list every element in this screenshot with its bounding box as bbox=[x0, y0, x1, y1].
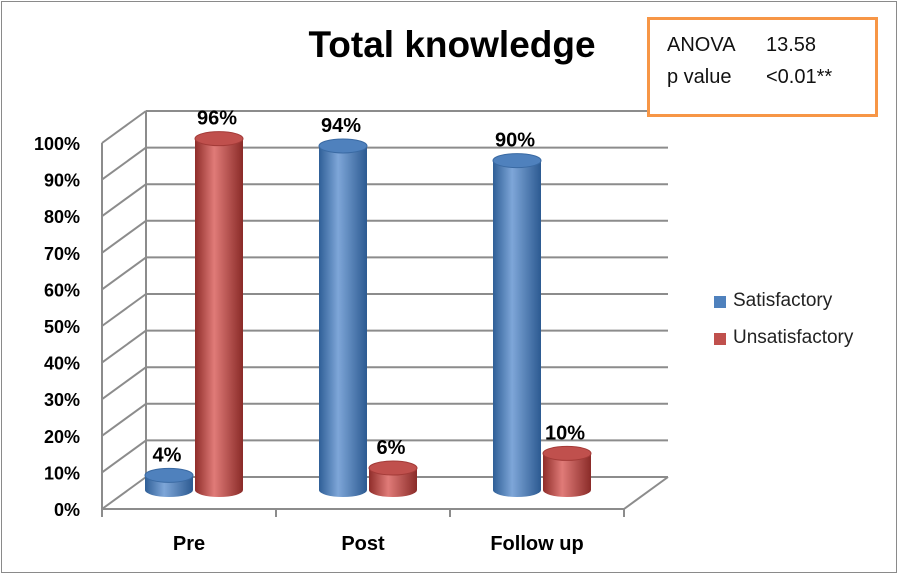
anova-label: ANOVA bbox=[667, 34, 736, 56]
bar-unsatisfactory-post bbox=[369, 468, 417, 497]
data-label: 96% bbox=[197, 108, 237, 130]
gridline-side bbox=[101, 183, 147, 218]
x-tick-label: Pre bbox=[173, 533, 205, 555]
y-tick-label: 20% bbox=[44, 427, 80, 447]
data-label: 6% bbox=[377, 437, 406, 459]
bar-top-satisfactory-post bbox=[318, 138, 368, 154]
y-tick-label: 10% bbox=[44, 463, 80, 483]
data-label: 10% bbox=[545, 422, 585, 444]
y-tick-label: 0% bbox=[54, 500, 80, 520]
bar-top-unsatisfactory-follow-up bbox=[542, 445, 592, 461]
gridline-side bbox=[101, 219, 147, 254]
gridline-side bbox=[101, 110, 147, 144]
y-tick-label: 100% bbox=[34, 134, 80, 154]
data-label: 4% bbox=[153, 444, 182, 466]
data-label: 94% bbox=[321, 115, 361, 137]
bar-satisfactory-follow-up bbox=[493, 160, 541, 497]
data-label: 90% bbox=[495, 130, 535, 152]
y-tick-label: 60% bbox=[44, 280, 80, 300]
x-tick-label: Follow up bbox=[490, 533, 583, 555]
anova-value: 13.58 bbox=[766, 34, 817, 56]
bar-unsatisfactory-pre bbox=[195, 138, 243, 497]
floor-edge bbox=[623, 476, 669, 510]
bar-top-unsatisfactory-post bbox=[368, 460, 418, 476]
p-value-value: <0.01** bbox=[766, 66, 833, 88]
bar-satisfactory-post bbox=[319, 145, 367, 497]
gridline-side bbox=[101, 256, 147, 291]
bar-top-satisfactory-follow-up bbox=[492, 153, 542, 169]
gridline-side bbox=[101, 439, 147, 474]
y-tick-label: 70% bbox=[44, 244, 80, 264]
p-value-label: p value bbox=[667, 66, 732, 88]
legend-swatch-satisfactory bbox=[714, 296, 726, 308]
x-tick-label: Post bbox=[341, 533, 385, 555]
gridline-side bbox=[101, 366, 147, 401]
gridline-side bbox=[101, 329, 147, 364]
gridline-side bbox=[101, 402, 147, 437]
y-tick-label: 30% bbox=[44, 390, 80, 410]
bar-unsatisfactory-follow-up bbox=[543, 453, 591, 497]
bar-top-unsatisfactory-pre bbox=[194, 131, 244, 147]
anova-stats-box: ANOVA 13.58 p value <0.01** bbox=[647, 17, 878, 117]
y-tick-label: 90% bbox=[44, 171, 80, 191]
chart-title: Total knowledge bbox=[308, 24, 596, 65]
legend-label-unsatisfactory: Unsatisfactory bbox=[733, 327, 854, 348]
legend-swatch-unsatisfactory bbox=[714, 333, 726, 345]
y-tick-label: 50% bbox=[44, 317, 80, 337]
legend-label-satisfactory: Satisfactory bbox=[733, 290, 833, 311]
bar-top-satisfactory-pre bbox=[144, 467, 194, 483]
y-tick-label: 80% bbox=[44, 207, 80, 227]
gridline-side bbox=[101, 293, 147, 327]
gridline-side bbox=[101, 146, 147, 181]
y-tick-label: 40% bbox=[44, 354, 80, 374]
gridline-side bbox=[101, 476, 147, 510]
